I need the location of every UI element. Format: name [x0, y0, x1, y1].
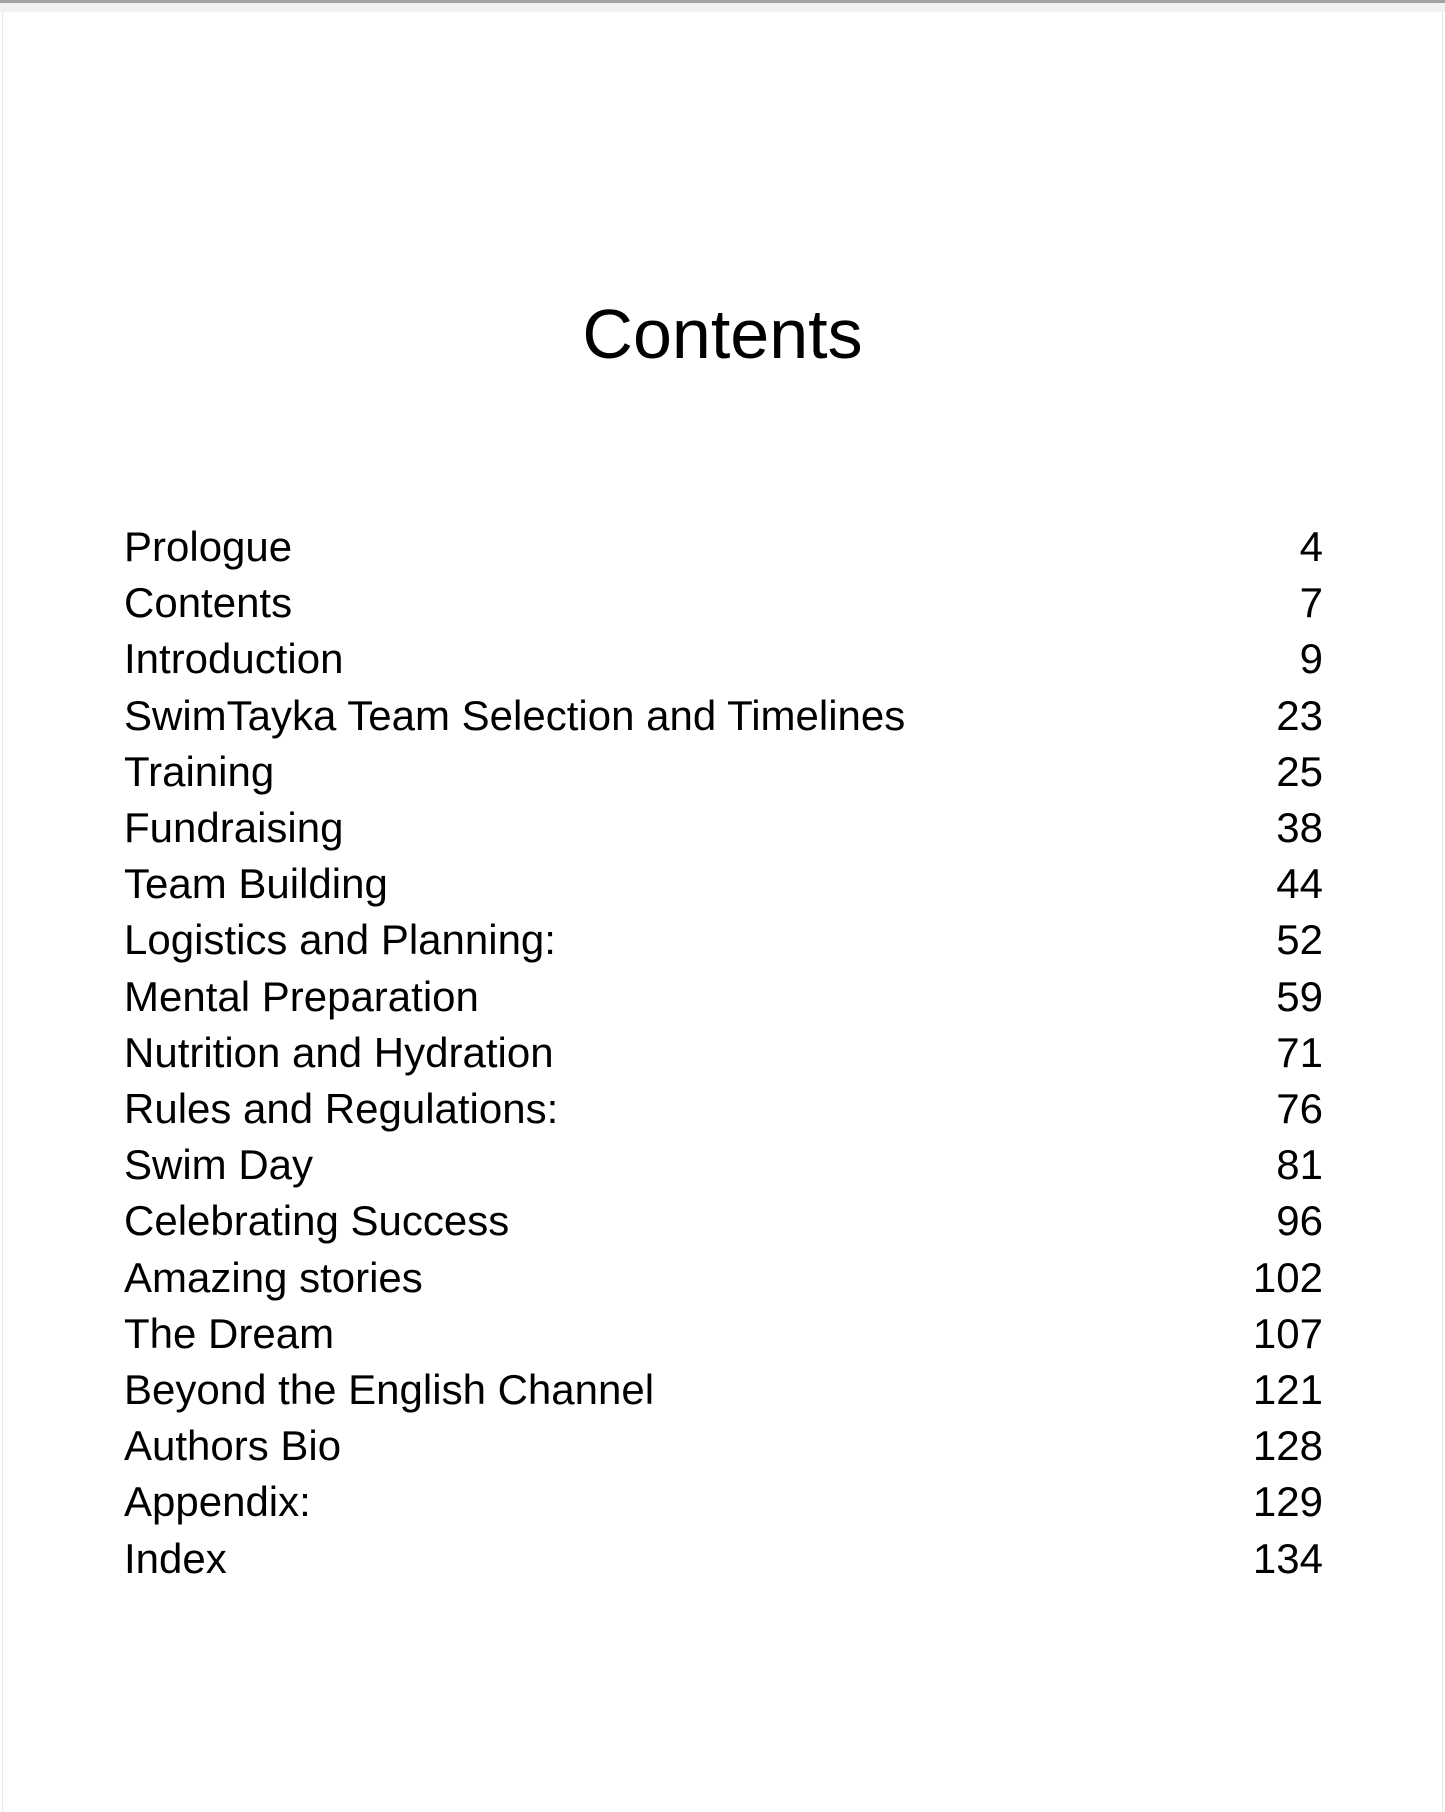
toc-row: The Dream 107: [124, 1306, 1323, 1362]
toc-entry-page[interactable]: 129: [1252, 1478, 1323, 1526]
toc-entry-label[interactable]: Rules and Regulations:: [124, 1085, 559, 1133]
toc-entry-page[interactable]: 76: [1276, 1085, 1323, 1133]
toc-row: Introduction 9: [124, 631, 1323, 687]
toc-entry-label[interactable]: Beyond the English Channel: [124, 1366, 655, 1414]
toc-row: Appendix: 129: [124, 1474, 1323, 1530]
toc-entry-page[interactable]: 44: [1276, 860, 1323, 908]
toc-entry-page[interactable]: 23: [1276, 691, 1323, 739]
toc-entry-label[interactable]: The Dream: [124, 1309, 335, 1357]
toc-row: Rules and Regulations: 76: [124, 1081, 1323, 1137]
toc-entry-page[interactable]: 7: [1299, 579, 1323, 627]
toc-entry-page[interactable]: 59: [1276, 972, 1323, 1020]
toc-entry-label[interactable]: SwimTayka Team Selection and Timelines: [124, 691, 906, 739]
toc-row: Team Building 44: [124, 856, 1323, 912]
viewport-top-divider: [0, 0, 1445, 3]
toc-row: Amazing stories 102: [124, 1250, 1323, 1306]
toc-entry-label[interactable]: Team Building: [124, 860, 388, 908]
toc-entry-label[interactable]: Nutrition and Hydration: [124, 1028, 554, 1076]
toc-row: Prologue 4: [124, 519, 1323, 575]
toc-entry-label[interactable]: Logistics and Planning:: [124, 916, 556, 964]
toc-entry-page[interactable]: 25: [1276, 747, 1323, 795]
toc-row: SwimTayka Team Selection and Timelines 2…: [124, 688, 1323, 744]
toc-entry-label[interactable]: Celebrating Success: [124, 1197, 510, 1245]
toc-row: Swim Day 81: [124, 1137, 1323, 1193]
toc-entry-label[interactable]: Prologue: [124, 523, 293, 570]
toc-list: Prologue 4 Contents 7 Introduction 9 Swi…: [124, 519, 1323, 1587]
toc-entry-label[interactable]: Authors Bio: [124, 1422, 342, 1470]
toc-entry-page[interactable]: 81: [1276, 1141, 1323, 1189]
toc-entry-page[interactable]: 9: [1299, 635, 1323, 683]
toc-row: Nutrition and Hydration 71: [124, 1025, 1323, 1081]
toc-entry-label[interactable]: Swim Day: [124, 1141, 314, 1189]
toc-entry-label[interactable]: Contents: [124, 579, 293, 627]
toc-entry-label[interactable]: Fundraising: [124, 804, 344, 852]
document-page: Contents Prologue 4 Contents 7 Introduct…: [2, 12, 1443, 1812]
toc-entry-label[interactable]: Introduction: [124, 635, 344, 683]
toc-entry-label[interactable]: Appendix:: [124, 1478, 311, 1526]
page-title: Contents: [582, 295, 863, 373]
toc-entry-page[interactable]: 4: [1299, 523, 1323, 570]
toc-row: Training 25: [124, 744, 1323, 800]
toc-entry-page[interactable]: 52: [1276, 916, 1323, 964]
toc-row: Fundraising 38: [124, 800, 1323, 856]
toc-row: Mental Preparation 59: [124, 969, 1323, 1025]
toc-entry-page[interactable]: 71: [1276, 1028, 1323, 1076]
toc-entry-page[interactable]: 121: [1252, 1366, 1323, 1414]
toc-entry-page[interactable]: 96: [1276, 1197, 1323, 1245]
viewport-top-gap: [0, 3, 1445, 12]
toc-entry-label[interactable]: Training: [124, 747, 275, 795]
toc-entry-label[interactable]: Mental Preparation: [124, 972, 479, 1020]
toc-row: Authors Bio 128: [124, 1418, 1323, 1474]
toc-entry-page[interactable]: 102: [1252, 1253, 1323, 1301]
toc-entry-label[interactable]: Index: [124, 1534, 227, 1582]
toc-entry-page[interactable]: 107: [1252, 1309, 1323, 1357]
toc-entry-page[interactable]: 38: [1276, 804, 1323, 852]
toc-entry-page[interactable]: 134: [1252, 1534, 1323, 1582]
toc-entry-label[interactable]: Amazing stories: [124, 1253, 423, 1301]
toc-row: Contents 7: [124, 575, 1323, 631]
toc-row: Beyond the English Channel 121: [124, 1362, 1323, 1418]
toc-entry-page[interactable]: 128: [1252, 1422, 1323, 1470]
toc-row: Celebrating Success 96: [124, 1193, 1323, 1249]
toc-row: Logistics and Planning: 52: [124, 912, 1323, 968]
toc-row: Index 134: [124, 1531, 1323, 1587]
